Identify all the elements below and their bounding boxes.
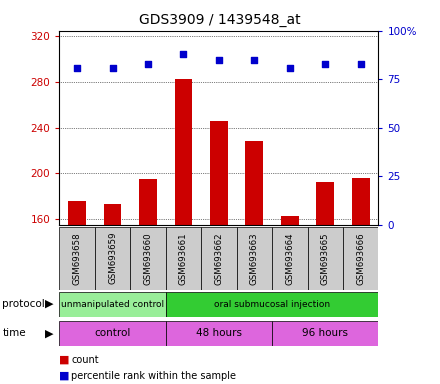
Bar [166, 321, 272, 346]
Text: ■: ■ [59, 355, 70, 365]
Point [357, 61, 364, 67]
Bar [246, 141, 263, 384]
Text: 48 hours: 48 hours [196, 328, 242, 338]
Text: unmanipulated control: unmanipulated control [61, 300, 164, 309]
Bar [130, 227, 166, 290]
Text: GSM693660: GSM693660 [143, 232, 153, 285]
Text: GSM693666: GSM693666 [356, 232, 365, 285]
Text: GSM693665: GSM693665 [321, 232, 330, 285]
Bar [272, 227, 308, 290]
Point [251, 57, 258, 63]
Text: ■: ■ [59, 371, 70, 381]
Bar [201, 227, 237, 290]
Point [73, 65, 81, 71]
Bar [68, 201, 86, 384]
Text: oral submucosal injection: oral submucosal injection [214, 300, 330, 309]
Bar [166, 227, 201, 290]
Text: GSM693662: GSM693662 [214, 232, 224, 285]
Bar [59, 321, 166, 346]
Bar [104, 204, 121, 384]
Bar [59, 292, 166, 317]
Text: 96 hours: 96 hours [302, 328, 348, 338]
Bar [95, 227, 130, 290]
Point [322, 61, 329, 67]
Point [144, 61, 151, 67]
Text: GSM693663: GSM693663 [250, 232, 259, 285]
Bar [352, 178, 370, 384]
Text: time: time [2, 328, 26, 338]
Bar [343, 227, 378, 290]
Text: GSM693661: GSM693661 [179, 232, 188, 285]
Bar [272, 321, 378, 346]
Text: count: count [71, 355, 99, 365]
Bar [308, 227, 343, 290]
Bar [210, 121, 228, 384]
Text: control: control [94, 328, 131, 338]
Point [180, 51, 187, 57]
Text: GSM693658: GSM693658 [73, 232, 82, 285]
Bar [281, 215, 299, 384]
Bar [316, 182, 334, 384]
Text: protocol: protocol [2, 299, 45, 309]
Text: GSM693659: GSM693659 [108, 232, 117, 285]
Bar [166, 292, 378, 317]
Text: ▶: ▶ [45, 328, 54, 338]
Text: percentile rank within the sample: percentile rank within the sample [71, 371, 236, 381]
Point [109, 65, 116, 71]
Point [216, 57, 222, 63]
Text: GDS3909 / 1439548_at: GDS3909 / 1439548_at [139, 13, 301, 27]
Text: ▶: ▶ [45, 299, 54, 309]
Bar [59, 227, 95, 290]
Bar [237, 227, 272, 290]
Point [286, 65, 293, 71]
Text: GSM693664: GSM693664 [285, 232, 294, 285]
Bar [139, 179, 157, 384]
Bar [175, 79, 192, 384]
